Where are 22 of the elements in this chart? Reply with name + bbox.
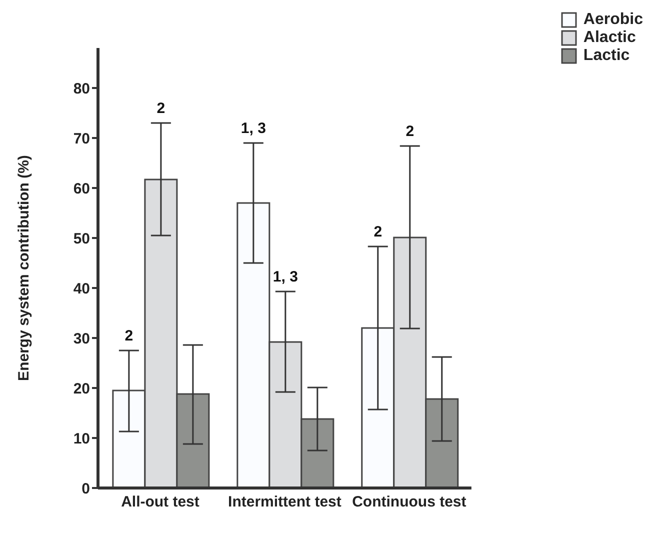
annotation: 2 [374,224,382,240]
legend-label: Alactic [583,29,636,46]
legend-label: Lactic [583,47,630,64]
y-tick-label: 60 [73,180,90,198]
legend-label: Aerobic [583,11,643,28]
y-tick-label: 30 [73,330,90,348]
y-tick-label: 0 [82,480,90,498]
y-tick-label: 80 [73,80,90,98]
x-tick-label: All-out test [121,494,200,511]
y-tick-label: 50 [73,230,90,248]
y-axis-title: Energy system contribution (%) [15,155,32,381]
annotation: 2 [406,123,414,140]
x-tick-label: Continuous test [352,494,466,511]
annotation: 2 [156,100,166,117]
annotation: 2 [124,328,134,344]
y-tick-label: 70 [73,130,90,148]
y-tick-label: 10 [73,430,90,448]
y-tick-label: 40 [73,280,90,298]
annotation: 1, 3 [240,120,266,137]
x-tick-label: Intermittent test [228,494,342,511]
annotation: 1, 3 [272,268,298,286]
y-tick-label: 20 [73,380,90,398]
